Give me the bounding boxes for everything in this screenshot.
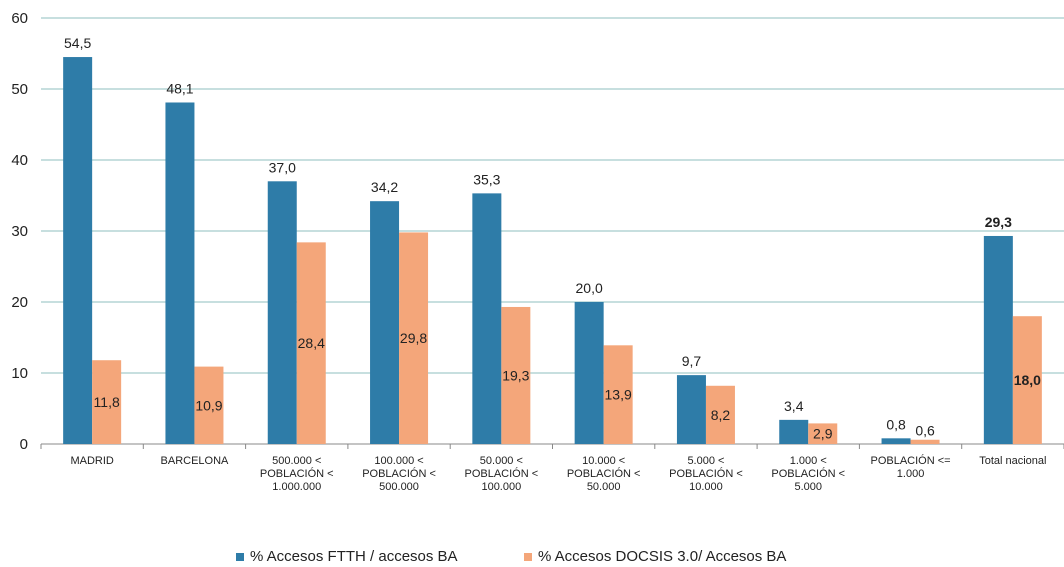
- bar-ftth: [676, 375, 706, 444]
- y-tick-label: 10: [11, 365, 28, 382]
- x-tick-label: POBLACIÓN <: [465, 467, 539, 480]
- x-tick-label: POBLACIÓN <: [362, 467, 436, 480]
- data-label-docsis: 0,6: [915, 423, 935, 439]
- bar-docsis: [399, 232, 429, 444]
- x-tick-label: POBLACIÓN <: [669, 467, 743, 480]
- legend-item-ftth: % Accesos FTTH / accesos BA: [236, 548, 458, 565]
- bar-ftth: [370, 201, 400, 444]
- x-tick-label: 100.000: [481, 481, 521, 493]
- x-tick-label: BARCELONA: [161, 455, 230, 467]
- x-tick-label: 1.000.000: [272, 481, 321, 493]
- data-label-docsis: 28,4: [298, 335, 325, 351]
- y-tick-label: 40: [11, 152, 28, 169]
- bar-docsis: [296, 242, 326, 444]
- data-label-ftth: 54,5: [64, 35, 91, 51]
- y-tick-label: 20: [11, 294, 28, 311]
- x-tick-label: Total nacional: [979, 455, 1046, 467]
- y-tick-label: 0: [20, 436, 28, 453]
- data-label-docsis: 13,9: [605, 387, 632, 403]
- data-label-ftth: 34,2: [371, 179, 398, 195]
- data-label-docsis: 2,9: [813, 426, 833, 442]
- data-label-ftth: 9,7: [682, 353, 702, 369]
- bar-ftth: [165, 102, 195, 445]
- x-tick-label: 1.000: [897, 468, 925, 480]
- data-label-ftth: 29,3: [985, 214, 1012, 230]
- data-label-docsis: 29,8: [400, 330, 427, 346]
- x-tick-label: 5.000: [794, 481, 822, 493]
- legend-item-docsis: % Accesos DOCSIS 3.0/ Accesos BA: [524, 548, 786, 565]
- x-tick-label: 50.000: [587, 481, 621, 493]
- data-label-docsis: 10,9: [195, 397, 222, 413]
- x-tick-label: POBLACIÓN <: [260, 467, 334, 480]
- bar-chart: 0 10 20 30 40 50 60 54,5 11,8 MADRID 48,1 10,9 BARCE…: [11, 10, 1064, 493]
- y-tick-label: 50: [11, 81, 28, 98]
- bar-docsis: [705, 385, 735, 444]
- bar-ftth: [472, 193, 502, 444]
- bar-ftth: [63, 57, 93, 445]
- data-label-ftth: 0,8: [886, 416, 906, 432]
- x-tick-label: POBLACIÓN <: [567, 467, 641, 480]
- data-label-ftth: 48,1: [166, 80, 193, 96]
- x-tick-label: 500.000 <: [272, 455, 321, 467]
- data-label-docsis: 18,0: [1014, 372, 1041, 388]
- data-label-ftth: 20,0: [576, 280, 603, 296]
- legend-swatch-ftth: [236, 552, 244, 561]
- x-tick-label: MADRID: [70, 455, 113, 467]
- x-tick-label: POBLACIÓN <=: [871, 454, 951, 467]
- x-tick-label: 1.000 <: [790, 455, 827, 467]
- x-tick-label: 50.000 <: [480, 455, 523, 467]
- data-label-ftth: 37,0: [269, 159, 296, 175]
- x-tick-label: 5.000 <: [687, 455, 724, 467]
- x-tick-label: 10.000: [689, 481, 723, 493]
- legend-label-docsis: % Accesos DOCSIS 3.0/ Accesos BA: [538, 548, 787, 565]
- bar-docsis: [808, 423, 838, 444]
- bar-ftth: [267, 181, 297, 445]
- legend-label-ftth: % Accesos FTTH / accesos BA: [250, 548, 458, 565]
- bar-ftth: [983, 235, 1013, 444]
- y-tick-label: 60: [11, 10, 28, 27]
- bar-docsis: [501, 306, 531, 444]
- bar-docsis: [92, 360, 122, 444]
- data-label-docsis: 11,8: [94, 394, 120, 410]
- bar-docsis: [603, 345, 633, 444]
- bar-ftth: [779, 419, 809, 444]
- x-tick-label: 10.000 <: [582, 455, 625, 467]
- legend-swatch-docsis: [524, 552, 532, 561]
- bar-docsis: [194, 366, 224, 444]
- bar-ftth: [881, 438, 911, 444]
- x-tick-label: 100.000 <: [374, 455, 423, 467]
- data-label-ftth: 3,4: [784, 398, 804, 414]
- y-tick-label: 30: [11, 223, 28, 240]
- data-label-docsis: 19,3: [502, 367, 529, 383]
- bar-docsis: [1012, 316, 1042, 444]
- bar-ftth: [574, 302, 604, 444]
- data-label-ftth: 35,3: [473, 171, 500, 187]
- bar-docsis: [910, 439, 940, 444]
- legend: % Accesos FTTH / accesos BA % Accesos DO…: [0, 548, 1064, 565]
- data-label-docsis: 8,2: [711, 407, 731, 423]
- x-tick-label: 500.000: [379, 481, 419, 493]
- x-tick-label: POBLACIÓN <: [771, 467, 845, 480]
